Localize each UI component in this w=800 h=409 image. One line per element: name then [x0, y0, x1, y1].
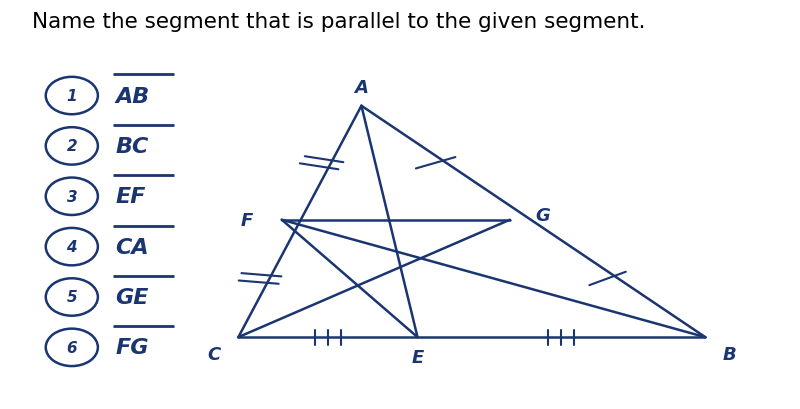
Text: CA: CA: [115, 237, 149, 257]
Text: BC: BC: [115, 137, 149, 157]
Text: A: A: [354, 79, 368, 97]
Text: F: F: [241, 211, 253, 229]
Text: 4: 4: [66, 240, 77, 254]
Text: AB: AB: [115, 86, 150, 106]
Text: E: E: [411, 348, 424, 366]
Text: 5: 5: [66, 290, 77, 305]
Text: GE: GE: [115, 287, 149, 307]
Text: EF: EF: [115, 187, 146, 207]
Text: B: B: [722, 345, 736, 363]
Text: 3: 3: [66, 189, 77, 204]
Text: 6: 6: [66, 340, 77, 355]
Text: C: C: [208, 345, 221, 363]
Text: 2: 2: [66, 139, 77, 154]
Text: Name the segment that is parallel to the given segment.: Name the segment that is parallel to the…: [32, 12, 646, 32]
Text: 1: 1: [66, 89, 77, 104]
Text: G: G: [535, 206, 550, 224]
Text: FG: FG: [115, 337, 149, 357]
